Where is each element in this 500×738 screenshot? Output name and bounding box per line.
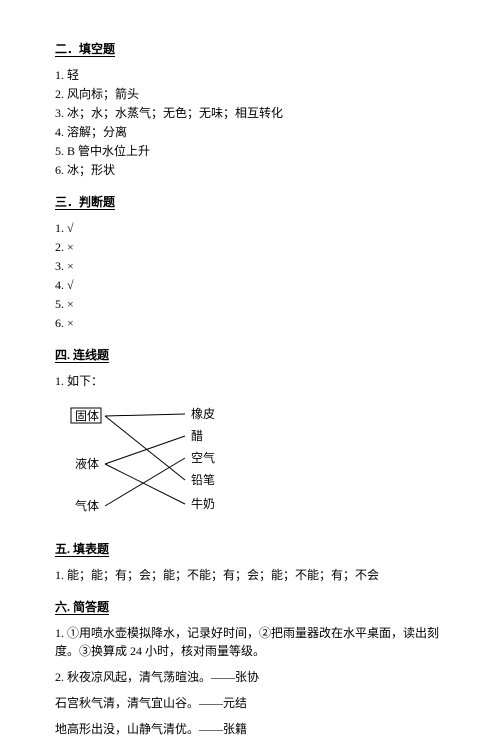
svg-text:橡皮: 橡皮 [191, 407, 215, 421]
section-6-title: 六. 简答题 [55, 598, 445, 616]
judge-item-4: 4. √ [55, 276, 445, 294]
fill-item-5: 5. B 管中水位上升 [55, 142, 445, 160]
short-answer-2b: 石宫秋气清，清气宜山谷。——元结 [55, 694, 445, 712]
section-2-title: 二．填空题 [55, 40, 445, 58]
fill-item-4: 4. 溶解；分离 [55, 123, 445, 141]
svg-text:牛奶: 牛奶 [191, 496, 215, 511]
svg-text:醋: 醋 [191, 428, 203, 443]
fill-item-6: 6. 冰；形状 [55, 161, 445, 179]
judge-item-5: 5. × [55, 295, 445, 313]
short-answer-2c: 地高形出没，山静气清优。——张籍 [55, 720, 445, 738]
short-answer-1: 1. ①用喷水壶模拟降水，记录好时间，②把雨量器改在水平桌面，读出刻度。③换算成… [55, 624, 445, 660]
judge-item-2: 2. × [55, 238, 445, 256]
judge-item-3: 3. × [55, 257, 445, 275]
table-answer: 1. 能；能；有；会；能；不能；有；会；能；不能；有；不会 [55, 566, 445, 584]
fill-item-2: 2. 风向标；箭头 [55, 85, 445, 103]
svg-text:空气: 空气 [191, 450, 215, 465]
matching-diagram: 固体液体气体 橡皮醋空气铅笔牛奶 [55, 396, 445, 526]
svg-text:铅笔: 铅笔 [191, 472, 215, 487]
fill-item-3: 3. 冰；水；水蒸气；无色；无味；相互转化 [55, 104, 445, 122]
short-answer-2a: 2. 秋夜凉风起，清气荡暄浊。——张协 [55, 668, 445, 686]
section-4-title: 四. 连线题 [55, 346, 445, 364]
fill-item-1: 1. 轻 [55, 66, 445, 84]
matching-svg: 固体液体气体 橡皮醋空气铅笔牛奶 [55, 396, 255, 526]
svg-text:气体: 气体 [75, 498, 99, 513]
judge-item-1: 1. √ [55, 219, 445, 237]
svg-text:固体: 固体 [75, 409, 99, 423]
svg-text:液体: 液体 [75, 456, 99, 471]
section-5-title: 五. 填表题 [55, 540, 445, 558]
section-3-title: 三．判断题 [55, 193, 445, 211]
matching-intro: 1. 如下： [55, 372, 445, 390]
judge-item-6: 6. × [55, 314, 445, 332]
